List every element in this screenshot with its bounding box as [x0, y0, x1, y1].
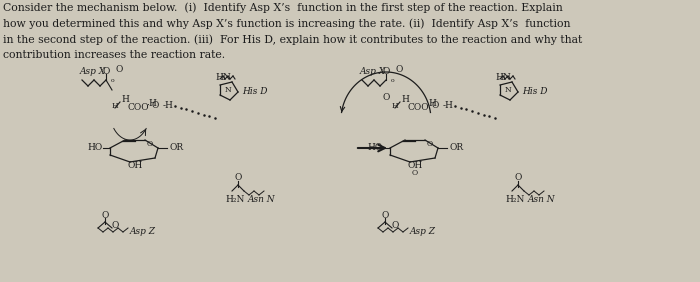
Text: HO: HO [368, 144, 383, 153]
Text: O: O [427, 140, 433, 148]
Text: O: O [151, 102, 159, 111]
Text: O: O [382, 67, 390, 76]
Text: O: O [111, 221, 119, 230]
Text: OR: OR [449, 144, 463, 153]
Text: H: H [428, 98, 436, 107]
Text: Asp Z: Asp Z [410, 228, 436, 237]
Text: how you determined this and why Asp X’s function is increasing the rate. (ii)  I: how you determined this and why Asp X’s … [3, 18, 570, 28]
Text: HN: HN [495, 74, 511, 83]
Text: H₂N: H₂N [225, 195, 244, 204]
Text: OH: OH [127, 160, 143, 169]
Text: His D: His D [242, 87, 267, 96]
Text: Asn N: Asn N [248, 195, 276, 204]
Text: O: O [412, 169, 418, 177]
Text: COO: COO [408, 103, 430, 113]
Text: O: O [102, 67, 110, 76]
Text: contribution increases the reaction rate.: contribution increases the reaction rate… [3, 50, 225, 60]
Text: o: o [111, 78, 115, 83]
Text: H: H [112, 102, 118, 110]
Text: ·: · [426, 100, 429, 109]
Text: O: O [115, 65, 122, 74]
Text: His D: His D [522, 87, 547, 96]
Text: Asn N: Asn N [528, 195, 556, 204]
Text: Consider the mechanism below.  (i)  Identify Asp X’s  function in the first step: Consider the mechanism below. (i) Identi… [3, 2, 563, 13]
Text: -H: -H [443, 102, 454, 111]
Text: H: H [148, 98, 156, 107]
Text: OR: OR [169, 144, 183, 153]
Text: N: N [505, 86, 512, 94]
Text: COO: COO [128, 103, 150, 113]
Text: O: O [395, 65, 402, 74]
Text: Asp Z: Asp Z [130, 228, 156, 237]
Text: Asp X: Asp X [360, 67, 386, 76]
Text: O: O [234, 173, 241, 182]
Text: H₂N: H₂N [505, 195, 524, 204]
Text: Asp X: Asp X [80, 67, 106, 76]
Text: ·: · [146, 100, 149, 109]
Text: HN: HN [215, 74, 231, 83]
Text: O: O [514, 173, 522, 182]
Text: H: H [392, 102, 398, 110]
Text: in the second step of the reaction. (iii)  For His D, explain how it contributes: in the second step of the reaction. (iii… [3, 34, 582, 45]
Text: O: O [382, 94, 390, 102]
Text: O: O [102, 210, 108, 219]
Text: O: O [147, 140, 153, 148]
Text: OH: OH [407, 160, 423, 169]
Text: HO: HO [88, 144, 103, 153]
Text: H: H [401, 96, 409, 105]
Text: H: H [121, 96, 129, 105]
Text: O: O [391, 221, 399, 230]
Text: o: o [391, 78, 395, 83]
Text: O: O [431, 102, 439, 111]
Text: N: N [225, 86, 232, 94]
Text: O: O [382, 210, 388, 219]
Text: -H: -H [163, 102, 174, 111]
